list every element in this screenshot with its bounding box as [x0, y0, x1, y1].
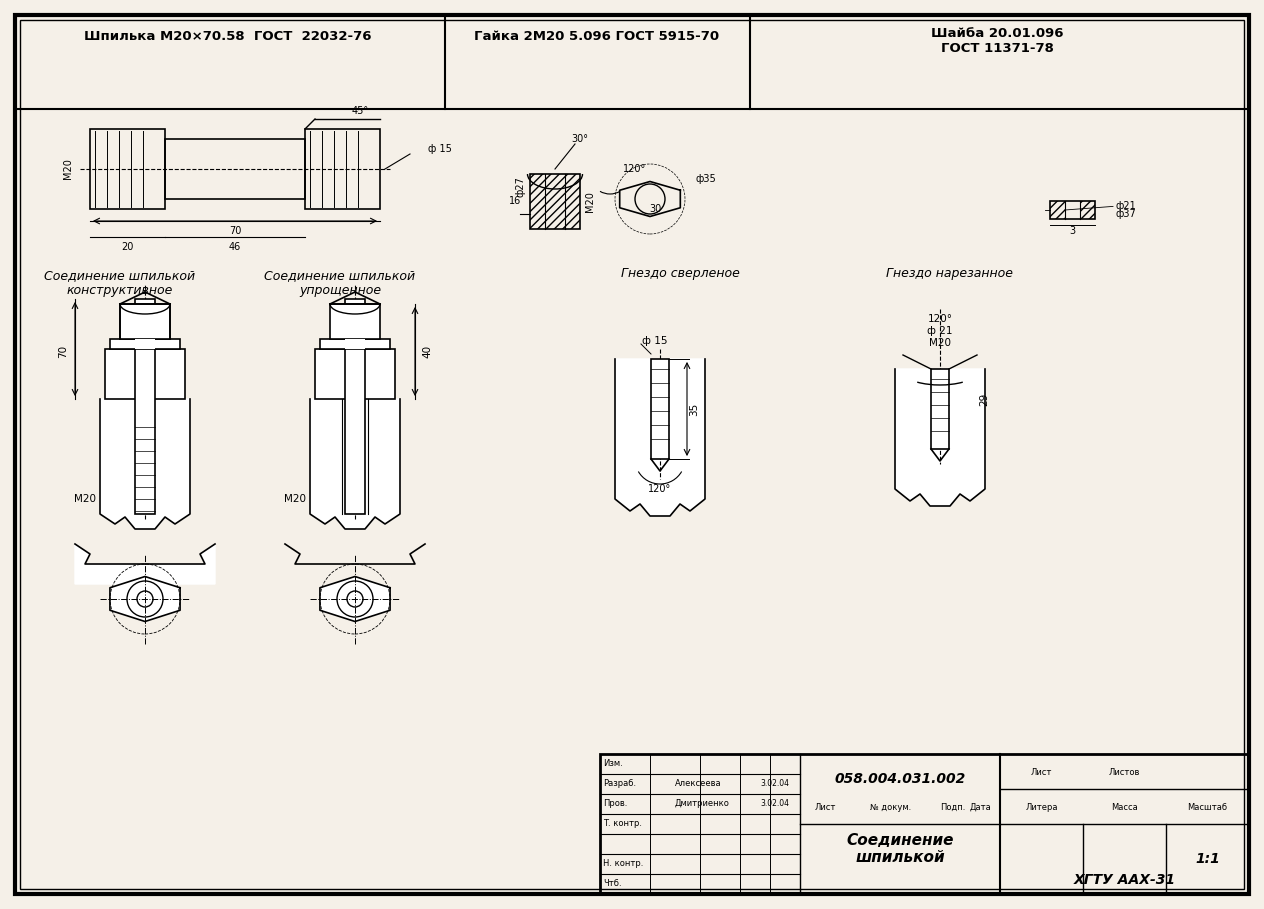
Bar: [315, 349, 394, 399]
Text: Листов: Листов: [1109, 768, 1140, 776]
Bar: [110, 339, 179, 349]
Bar: [932, 369, 949, 449]
Text: Масса: Масса: [1111, 803, 1138, 812]
Text: Гайка 2М20 5.096 ГОСТ 5915-70: Гайка 2М20 5.096 ГОСТ 5915-70: [474, 29, 719, 43]
Text: Дата: Дата: [969, 803, 992, 812]
Text: 3: 3: [1069, 226, 1076, 236]
Bar: [600, 754, 1249, 894]
Text: Литера: Литера: [1025, 803, 1058, 812]
Bar: [90, 129, 166, 209]
Text: 70: 70: [229, 226, 241, 236]
Text: Чтб.: Чтб.: [603, 880, 622, 888]
Bar: [651, 359, 669, 459]
Text: Соединение
шпилькой: Соединение шпилькой: [847, 833, 954, 865]
Text: Соединение шпилькой
упрощенное: Соединение шпилькой упрощенное: [264, 269, 416, 297]
Text: ХГТУ ААХ-31: ХГТУ ААХ-31: [1073, 873, 1176, 887]
Bar: [135, 299, 155, 514]
Bar: [315, 349, 394, 399]
Bar: [135, 339, 155, 349]
Text: 30: 30: [648, 204, 661, 214]
Text: Соединение шпилькой
конструктивное: Соединение шпилькой конструктивное: [44, 269, 196, 297]
Text: Пров.: Пров.: [603, 800, 627, 808]
Text: ф21: ф21: [1115, 202, 1136, 212]
Text: М20: М20: [63, 158, 73, 179]
Bar: [320, 339, 391, 349]
Text: 45°: 45°: [351, 106, 369, 116]
Text: 120°: 120°: [623, 164, 647, 174]
Polygon shape: [75, 544, 215, 584]
Text: 120°: 120°: [928, 314, 953, 324]
Bar: [166, 139, 305, 199]
Text: М20: М20: [75, 494, 96, 504]
Polygon shape: [320, 576, 391, 622]
Text: 70: 70: [58, 345, 68, 358]
Bar: [305, 129, 380, 209]
Text: 058.004.031.002: 058.004.031.002: [834, 773, 966, 786]
Polygon shape: [310, 399, 399, 529]
Bar: [1079, 201, 1095, 219]
Text: 30°: 30°: [571, 134, 589, 144]
Bar: [105, 349, 185, 399]
Text: 120°: 120°: [648, 484, 671, 494]
Text: Гнездо сверленое: Гнездо сверленое: [621, 267, 739, 281]
Text: Масштаб: Масштаб: [1187, 803, 1227, 812]
Text: 3.02.04: 3.02.04: [760, 780, 789, 788]
Bar: [345, 299, 365, 514]
Text: ф 15: ф 15: [428, 144, 451, 154]
Text: ф27: ф27: [514, 176, 525, 197]
Bar: [530, 174, 580, 229]
Polygon shape: [110, 576, 179, 622]
Text: Изм.: Изм.: [603, 760, 623, 768]
Bar: [105, 349, 185, 399]
Text: 16: 16: [509, 196, 521, 206]
Text: Дмитриенко: Дмитриенко: [675, 800, 729, 808]
Bar: [120, 304, 169, 339]
Text: 29: 29: [980, 393, 988, 405]
Text: М20: М20: [284, 494, 306, 504]
Text: Т. контр.: Т. контр.: [603, 820, 642, 828]
Text: Алексеева: Алексеева: [675, 780, 722, 788]
Text: Шпилька М20×70.58  ГОСТ  22032-76: Шпилька М20×70.58 ГОСТ 22032-76: [85, 29, 372, 43]
Text: 46: 46: [229, 242, 241, 252]
Text: ф 21: ф 21: [928, 326, 953, 336]
Text: Разраб.: Разраб.: [603, 780, 636, 788]
Text: Лист: Лист: [1031, 768, 1052, 776]
Text: 35: 35: [689, 403, 699, 415]
Text: 20: 20: [121, 242, 133, 252]
Text: Лист: Лист: [815, 803, 837, 812]
Polygon shape: [100, 399, 190, 529]
Bar: [1050, 201, 1095, 219]
Text: ф 15: ф 15: [642, 336, 667, 346]
Text: 40: 40: [422, 345, 432, 358]
Text: ф37: ф37: [1115, 208, 1136, 218]
Polygon shape: [895, 369, 985, 506]
Text: 3.02.04: 3.02.04: [760, 800, 789, 808]
Text: 1:1: 1:1: [1196, 852, 1220, 866]
Bar: [1050, 201, 1066, 219]
Text: Подп.: Подп.: [940, 803, 966, 812]
Text: М20: М20: [929, 338, 951, 348]
Bar: [345, 339, 365, 349]
Text: № докум.: № докум.: [870, 803, 911, 812]
Bar: [530, 174, 580, 229]
Text: ф35: ф35: [695, 174, 715, 184]
Text: М20: М20: [585, 191, 595, 212]
Polygon shape: [616, 359, 705, 516]
Text: Н. контр.: Н. контр.: [603, 860, 643, 868]
Bar: [330, 304, 380, 339]
Text: Гнездо нарезанное: Гнездо нарезанное: [886, 267, 1014, 281]
Text: Шайба 20.01.096
ГОСТ 11371-78: Шайба 20.01.096 ГОСТ 11371-78: [930, 27, 1063, 55]
